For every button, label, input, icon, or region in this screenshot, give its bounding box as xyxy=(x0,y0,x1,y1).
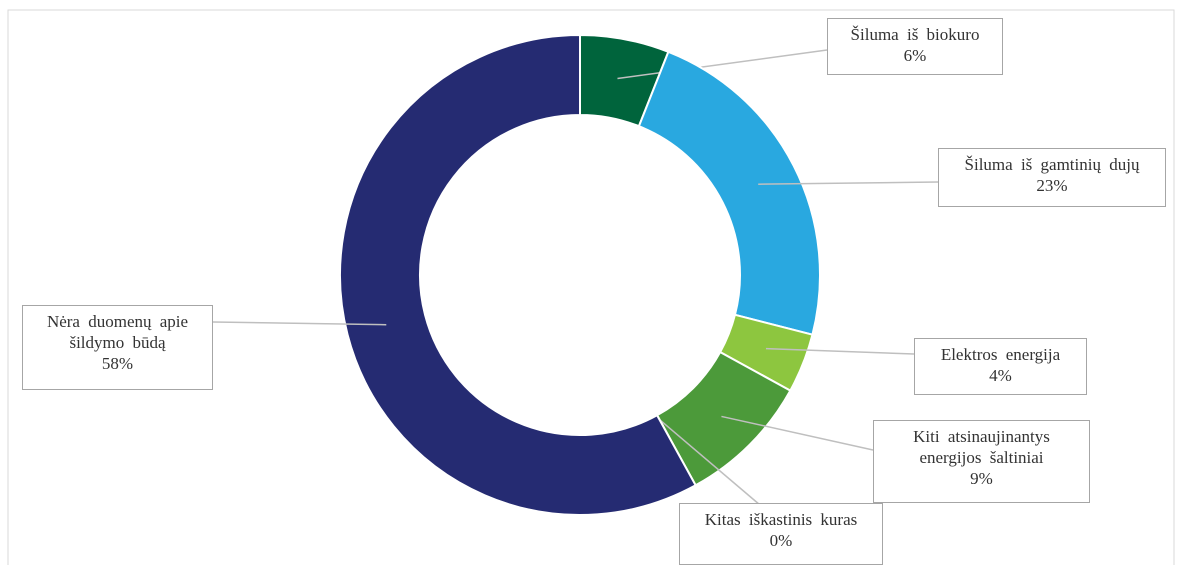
category-label: Šiluma iš gamtinių dujų xyxy=(964,155,1140,174)
leader-line xyxy=(617,49,828,80)
value-label: 0% xyxy=(769,531,793,550)
donut-slice xyxy=(339,33,697,516)
category-label: Elektros energija xyxy=(940,345,1061,364)
value-label: 9% xyxy=(970,469,993,488)
category-label: Kitas iškastinis kuras xyxy=(704,510,858,529)
frame xyxy=(7,9,1175,565)
leader-line xyxy=(721,415,874,451)
data-label: Nėra duomenų apie šildymo būdą 58% xyxy=(22,305,213,390)
category-label: Kiti atsinaujinantys energijos šaltiniai xyxy=(913,427,1050,467)
leader-line xyxy=(765,347,915,355)
category-label: Nėra duomenų apie šildymo būdą xyxy=(46,312,189,352)
leader-line xyxy=(212,321,387,326)
data-label: Elektros energija 4% xyxy=(914,338,1087,395)
value-label: 4% xyxy=(989,366,1012,385)
data-label: Šiluma iš biokuro 6% xyxy=(827,18,1003,75)
data-label: Šiluma iš gamtinių dujų 23% xyxy=(938,148,1166,207)
data-label: Kiti atsinaujinantys energijos šaltiniai… xyxy=(873,420,1090,503)
leader-line xyxy=(758,181,939,185)
value-label: 58% xyxy=(101,354,134,373)
value-label: 23% xyxy=(1036,176,1068,195)
data-label: Kitas iškastinis kuras 0% xyxy=(679,503,883,565)
value-label: 6% xyxy=(903,46,927,65)
category-label: Šiluma iš biokuro xyxy=(850,25,980,44)
leader-line xyxy=(659,419,761,506)
donut-slice xyxy=(637,50,821,336)
